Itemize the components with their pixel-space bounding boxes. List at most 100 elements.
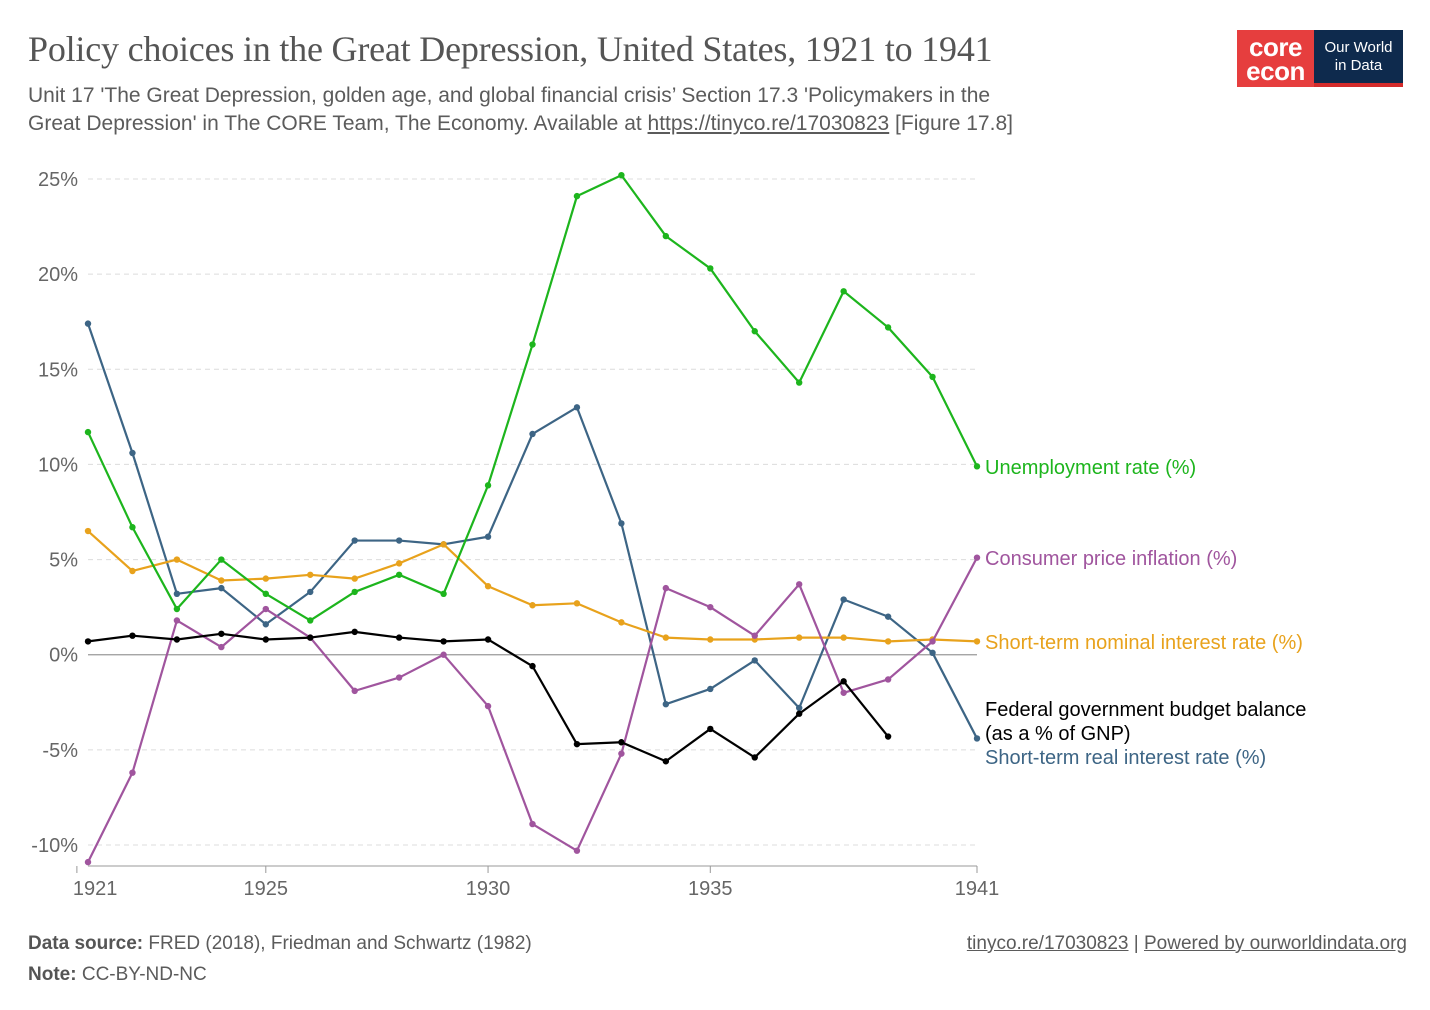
data-point[interactable]	[218, 577, 225, 584]
data-point[interactable]	[884, 733, 892, 740]
data-point[interactable]	[395, 674, 403, 681]
data-point[interactable]	[129, 632, 136, 639]
data-point[interactable]	[440, 590, 447, 598]
data-point[interactable]	[529, 430, 536, 438]
data-point[interactable]	[751, 754, 758, 761]
data-point[interactable]	[884, 613, 892, 620]
data-point[interactable]	[262, 605, 269, 613]
owid-link[interactable]: Powered by ourworldindata.org	[1144, 933, 1407, 954]
data-point[interactable]	[751, 328, 758, 335]
data-point[interactable]	[262, 590, 269, 598]
data-point[interactable]	[84, 527, 92, 535]
data-point[interactable]	[218, 556, 225, 563]
data-point[interactable]	[129, 449, 136, 457]
data-point[interactable]	[218, 643, 225, 651]
data-point[interactable]	[929, 373, 936, 381]
data-point[interactable]	[973, 735, 981, 742]
data-point[interactable]	[84, 320, 92, 327]
data-point[interactable]	[751, 657, 758, 664]
data-point[interactable]	[440, 541, 447, 548]
data-point[interactable]	[707, 603, 714, 611]
data-point[interactable]	[395, 571, 403, 578]
data-point[interactable]	[173, 605, 181, 613]
data-point[interactable]	[573, 847, 581, 854]
data-point[interactable]	[395, 537, 403, 544]
data-point[interactable]	[796, 379, 803, 386]
data-point[interactable]	[173, 556, 181, 563]
series-3[interactable]	[84, 628, 892, 765]
data-point[interactable]	[173, 636, 181, 643]
data-point[interactable]	[218, 584, 225, 592]
data-point[interactable]	[262, 621, 269, 628]
data-point[interactable]	[840, 689, 847, 696]
data-point[interactable]	[262, 575, 269, 582]
data-point[interactable]	[484, 636, 492, 643]
series-line[interactable]	[86, 323, 978, 739]
data-point[interactable]	[529, 341, 536, 348]
data-point[interactable]	[84, 638, 92, 645]
data-point[interactable]	[351, 687, 358, 695]
data-point[interactable]	[573, 404, 581, 411]
data-point[interactable]	[484, 533, 492, 540]
data-point[interactable]	[973, 638, 981, 645]
series-line[interactable]	[87, 630, 889, 763]
data-point[interactable]	[707, 636, 714, 643]
data-point[interactable]	[662, 634, 670, 641]
data-point[interactable]	[618, 619, 625, 626]
data-point[interactable]	[751, 632, 758, 639]
data-point[interactable]	[707, 685, 714, 693]
data-point[interactable]	[662, 700, 670, 708]
data-point[interactable]	[440, 638, 447, 645]
data-point[interactable]	[218, 630, 225, 637]
data-point[interactable]	[307, 571, 314, 578]
data-point[interactable]	[173, 590, 181, 598]
data-point[interactable]	[796, 704, 803, 712]
logo[interactable]: core econ Our World in Data	[1237, 30, 1403, 87]
tinyco-link[interactable]: tinyco.re/17030823	[966, 933, 1129, 954]
data-point[interactable]	[529, 602, 536, 609]
data-point[interactable]	[173, 617, 181, 624]
data-point[interactable]	[307, 617, 314, 624]
data-point[interactable]	[973, 463, 981, 470]
data-point[interactable]	[351, 628, 358, 636]
data-point[interactable]	[840, 678, 847, 685]
data-point[interactable]	[618, 750, 625, 757]
data-point[interactable]	[529, 662, 536, 670]
our-world-in-data-logo[interactable]: Our World in Data	[1314, 30, 1403, 87]
data-point[interactable]	[573, 192, 581, 200]
data-point[interactable]	[484, 482, 492, 489]
series-line[interactable]	[87, 174, 978, 622]
subtitle-link[interactable]: https://tinyco.re/17030823	[647, 112, 890, 135]
data-point[interactable]	[351, 588, 358, 596]
series-0[interactable]	[84, 171, 981, 624]
data-point[interactable]	[351, 537, 358, 544]
data-point[interactable]	[707, 725, 714, 733]
data-point[interactable]	[129, 524, 136, 531]
data-point[interactable]	[618, 171, 625, 179]
data-point[interactable]	[351, 575, 358, 582]
data-point[interactable]	[129, 769, 136, 776]
data-point[interactable]	[440, 651, 447, 658]
data-point[interactable]	[84, 428, 92, 436]
data-point[interactable]	[884, 676, 892, 683]
data-point[interactable]	[129, 567, 136, 575]
data-point[interactable]	[840, 596, 847, 603]
data-point[interactable]	[262, 636, 269, 643]
data-point[interactable]	[662, 584, 670, 592]
data-point[interactable]	[884, 324, 892, 331]
data-point[interactable]	[929, 638, 936, 645]
data-point[interactable]	[884, 638, 892, 645]
data-point[interactable]	[796, 634, 803, 641]
data-point[interactable]	[307, 588, 314, 596]
data-point[interactable]	[395, 560, 403, 567]
data-point[interactable]	[573, 740, 581, 748]
data-point[interactable]	[662, 232, 670, 240]
data-point[interactable]	[618, 739, 625, 746]
data-point[interactable]	[707, 265, 714, 272]
series-4[interactable]	[84, 320, 981, 742]
data-point[interactable]	[573, 600, 581, 607]
core-econ-logo[interactable]: core econ	[1237, 30, 1314, 87]
data-point[interactable]	[618, 520, 625, 527]
data-point[interactable]	[84, 858, 92, 866]
data-point[interactable]	[796, 710, 803, 717]
